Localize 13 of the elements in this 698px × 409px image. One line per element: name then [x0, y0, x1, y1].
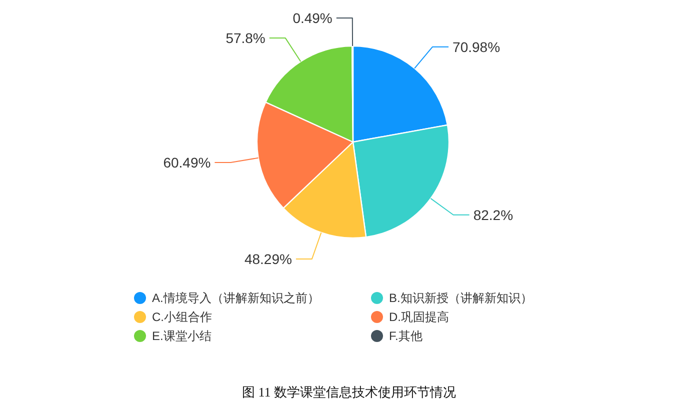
- data-label: 0.49%: [292, 10, 332, 26]
- caption: 图 11 数学课堂信息技术使用环节情况: [242, 384, 456, 400]
- data-label: 60.49%: [163, 154, 211, 171]
- data-label: 57.8%: [226, 30, 266, 46]
- legend-label: A.情境导入（讲解新知识之前）: [152, 291, 320, 305]
- legend-label: F.其他: [389, 329, 422, 343]
- legend-label: C.小组合作: [152, 310, 212, 324]
- legend-label: E.课堂小结: [152, 329, 212, 343]
- legend-label: B.知识新授（讲解新知识）: [389, 291, 532, 305]
- data-label: 70.98%: [452, 38, 500, 55]
- legend-label: D.巩固提高: [389, 310, 449, 324]
- data-label: 82.2%: [473, 206, 514, 223]
- data-label: 48.29%: [244, 251, 292, 268]
